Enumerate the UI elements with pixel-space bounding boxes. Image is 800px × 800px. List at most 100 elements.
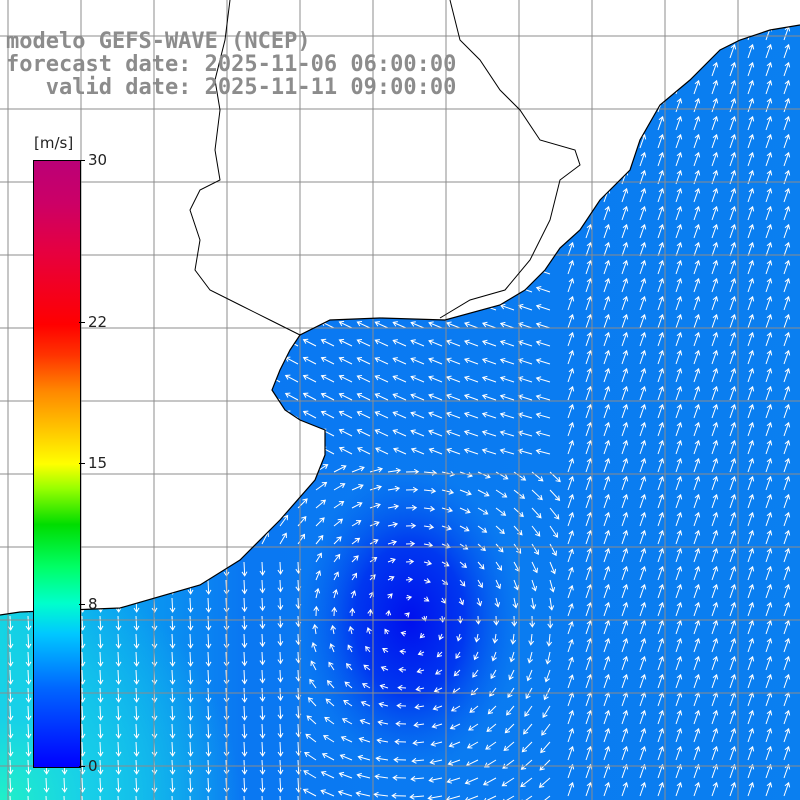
wind-arrow: [243, 495, 253, 509]
wind-arrow: [639, 151, 647, 167]
wind-arrow: [433, 687, 443, 693]
wind-arrow: [25, 777, 32, 793]
wind-arrow: [212, 320, 227, 329]
wind-arrow: [446, 231, 461, 239]
wind-arrow: [729, 97, 737, 113]
wind-arrow: [7, 597, 14, 613]
wind-arrow: [729, 403, 737, 419]
wind-arrow: [338, 374, 353, 383]
wind-arrow: [123, 356, 137, 365]
wind-arrow: [374, 231, 389, 239]
wind-arrow: [517, 195, 533, 203]
wind-arrow: [374, 321, 389, 329]
wind-arrow: [464, 795, 479, 800]
wind-arrow: [657, 151, 665, 167]
wind-arrow: [446, 195, 461, 203]
wind-arrow: [7, 741, 14, 757]
colorbar-tick-mark: [79, 321, 85, 323]
wind-arrow: [379, 683, 389, 690]
wind-arrow: [176, 338, 191, 347]
wind-arrow: [284, 284, 299, 293]
wind-arrow: [356, 159, 371, 167]
wind-arrow: [765, 43, 773, 59]
wind-arrow: [169, 795, 176, 800]
wind-arrow: [621, 241, 629, 257]
wind-arrow: [567, 566, 574, 581]
wind-arrow: [25, 615, 32, 631]
wind-arrow: [459, 579, 466, 587]
wind-arrow: [284, 194, 299, 203]
wind-arrow: [99, 529, 106, 545]
wind-arrow: [675, 727, 683, 743]
wind-arrow: [123, 374, 137, 383]
wind-arrow: [657, 349, 665, 365]
wind-arrow: [657, 673, 665, 689]
wind-arrow: [639, 97, 647, 113]
colorbar-tick-mark: [79, 463, 85, 464]
wind-arrow: [747, 133, 755, 149]
wind-arrow: [603, 727, 611, 743]
wind-arrow: [392, 447, 407, 455]
wind-arrow: [277, 561, 284, 575]
wind-arrow: [639, 223, 647, 239]
wind-arrow: [266, 158, 281, 167]
wind-arrow: [387, 467, 402, 474]
wind-arrow: [675, 277, 683, 293]
wind-arrow: [549, 561, 557, 575]
wind-arrow: [675, 385, 683, 401]
wind-arrow: [414, 703, 425, 710]
wind-arrow: [97, 633, 104, 649]
wind-arrow: [469, 705, 479, 713]
wind-arrow: [374, 213, 389, 221]
wind-arrow: [729, 565, 737, 581]
wind-arrow: [361, 683, 371, 689]
wind-arrow: [243, 478, 254, 491]
wind-arrow: [25, 561, 32, 577]
wind-arrow: [675, 529, 683, 545]
wind-arrow: [476, 597, 483, 607]
wind-arrow: [585, 493, 593, 509]
wind-arrow: [435, 669, 443, 675]
wind-arrow: [405, 558, 415, 565]
wind-arrow: [531, 489, 543, 501]
wind-arrow: [747, 709, 755, 725]
wind-arrow: [567, 620, 574, 635]
wind-arrow: [482, 777, 497, 786]
wind-arrow: [122, 266, 137, 275]
wind-arrow: [693, 763, 701, 779]
wind-arrow: [639, 241, 647, 257]
wind-arrow: [567, 25, 575, 41]
wind-arrow: [153, 459, 162, 473]
wind-arrow: [499, 339, 515, 347]
wind-arrow: [223, 795, 230, 800]
wind-arrow: [104, 158, 119, 167]
wind-arrow: [141, 446, 155, 455]
wind-arrow: [277, 615, 284, 629]
wind-arrow: [675, 565, 683, 581]
wind-arrow: [405, 522, 417, 529]
wind-arrow: [241, 723, 248, 739]
wind-arrow: [428, 375, 443, 383]
wind-arrow: [213, 410, 227, 419]
wind-arrow: [176, 266, 191, 275]
wind-arrow: [585, 529, 593, 545]
wind-arrow: [481, 285, 497, 293]
wind-arrow: [477, 471, 491, 479]
wind-arrow: [603, 655, 611, 671]
wind-arrow: [430, 741, 443, 747]
wind-arrow: [189, 529, 197, 545]
wind-arrow: [621, 781, 629, 797]
wind-arrow: [783, 277, 791, 293]
wind-arrow: [511, 615, 518, 627]
wind-arrow: [205, 705, 212, 721]
wind-arrow: [747, 781, 755, 797]
colorbar-tick-label: 0: [88, 757, 98, 775]
wind-arrow: [446, 411, 461, 419]
wind-arrow: [603, 43, 611, 59]
wind-arrow: [169, 741, 176, 757]
wind-arrow: [68, 104, 83, 113]
wind-arrow: [410, 775, 425, 782]
wind-arrow: [141, 410, 155, 419]
wind-arrow: [205, 795, 212, 800]
wind-arrow: [158, 302, 173, 311]
